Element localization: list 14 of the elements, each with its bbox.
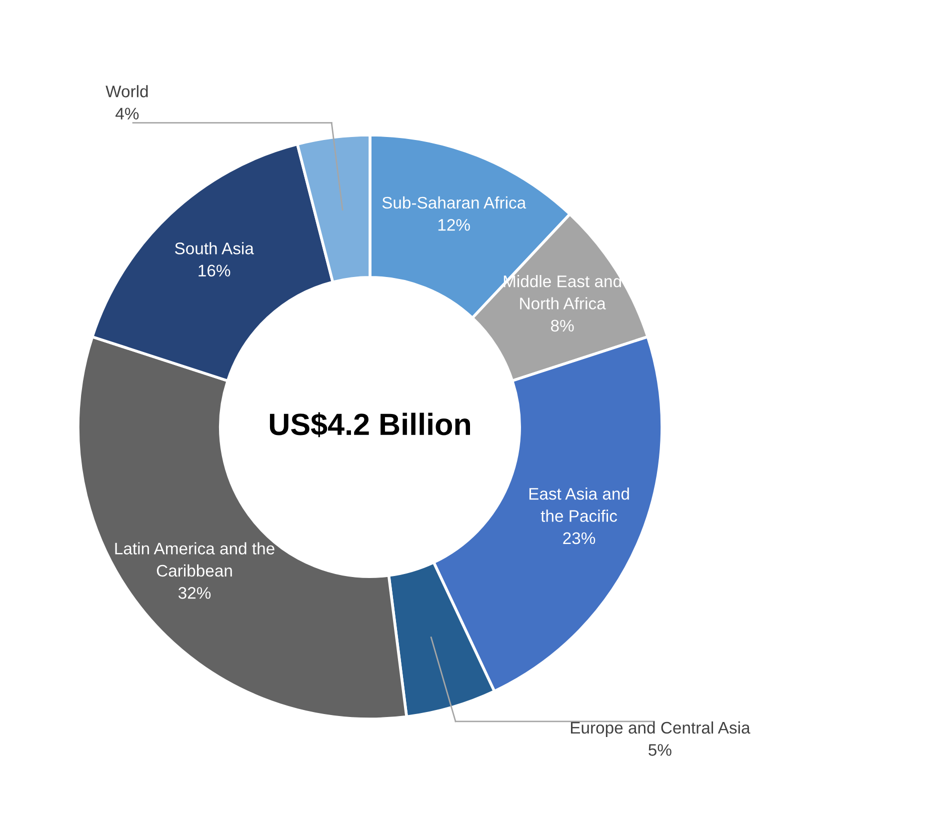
slice-label: East Asia and the Pacific <box>529 488 629 522</box>
text: US$4.2 Billion <box>270 412 470 438</box>
slice-label: Latin America and the Caribbean <box>115 542 274 577</box>
data-label: 8% <box>550 320 574 332</box>
data-label: 32% <box>178 587 211 599</box>
data-label: 23% <box>563 532 596 544</box>
data-label: 16% <box>198 264 230 277</box>
data-label: 5% <box>648 744 672 756</box>
slice-label: South Asia <box>175 242 254 254</box>
slice-label: World <box>106 85 148 98</box>
data-label: 4% <box>116 108 139 120</box>
slice-label: Europe and Central Asia <box>570 721 750 737</box>
slice-label: Sub-Saharan Africa <box>382 196 526 209</box>
data-label: 12% <box>438 218 470 231</box>
